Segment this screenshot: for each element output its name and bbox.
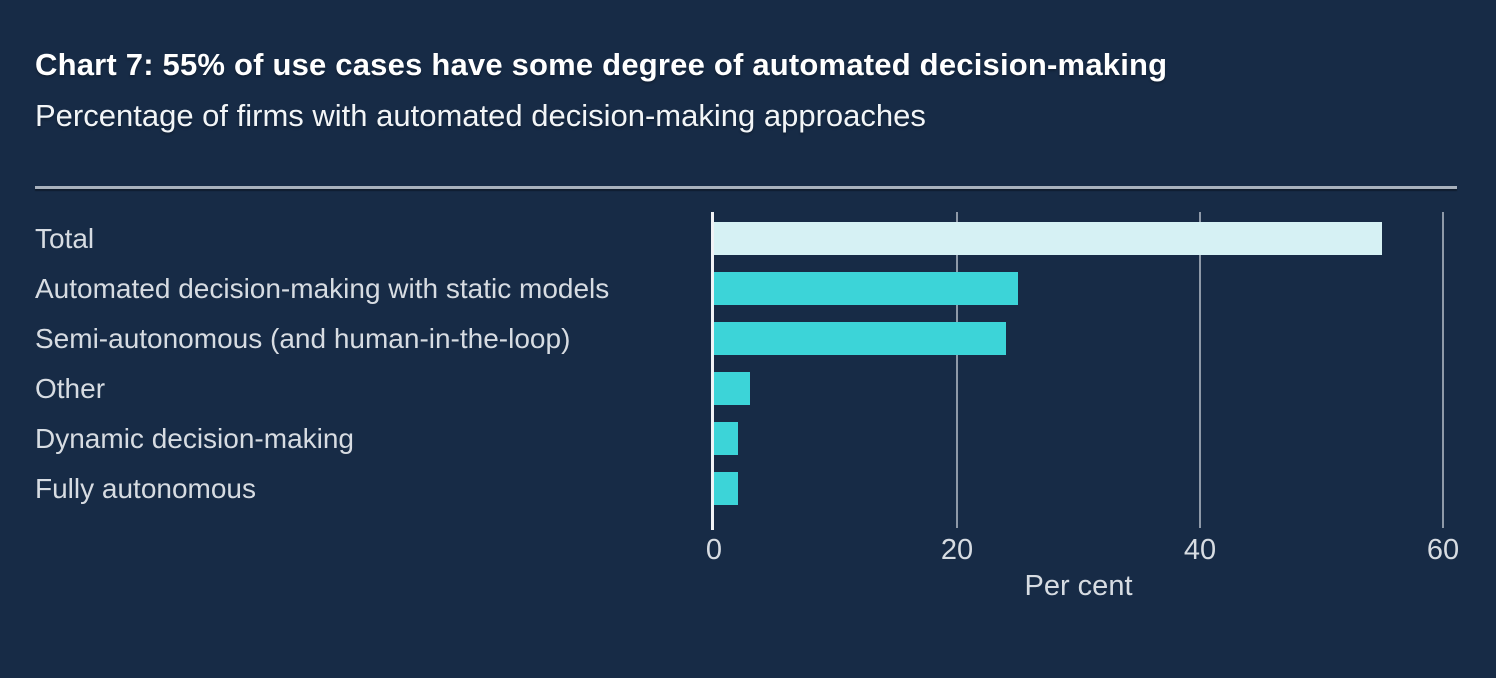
bar — [714, 422, 739, 455]
category-label: Other — [35, 372, 106, 404]
x-tick-label: 20 — [940, 534, 974, 566]
y-axis-line — [711, 212, 714, 530]
bar — [714, 222, 1383, 255]
x-tick-label: 40 — [1183, 534, 1217, 566]
x-axis-title: Per cent — [1024, 570, 1133, 602]
x-tick-label: 60 — [1426, 534, 1460, 566]
gridline — [1199, 212, 1201, 528]
category-label: Total — [35, 222, 95, 254]
gridline — [956, 212, 958, 528]
category-label: Dynamic decision-making — [35, 422, 355, 454]
category-label: Semi-autonomous (and human-in-the-loop) — [35, 322, 571, 354]
x-tick-label: 0 — [705, 534, 723, 566]
bar — [714, 322, 1006, 355]
separator-line — [35, 186, 1457, 189]
chart-subtitle: Percentage of firms with automated decis… — [35, 98, 926, 133]
bar — [714, 472, 739, 505]
category-label: Fully autonomous — [35, 472, 257, 504]
plot-area: 0 20 40 60 — [706, 212, 1459, 566]
gridline — [1442, 212, 1444, 528]
chart-title: Chart 7: 55% of use cases have some degr… — [35, 47, 1168, 82]
bar — [714, 372, 751, 405]
bar — [714, 272, 1018, 305]
category-label: Automated decision-making with static mo… — [35, 272, 610, 304]
